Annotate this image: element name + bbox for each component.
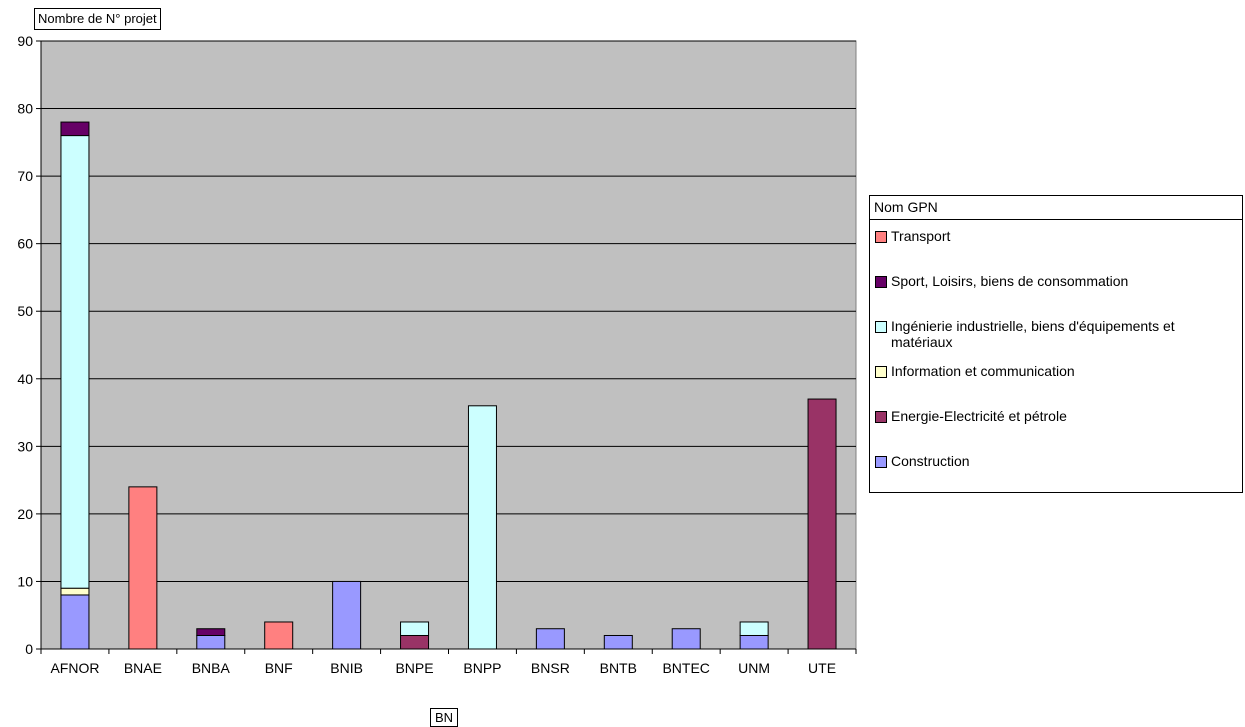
legend-label: Ingénierie industrielle, biens d'équipem… [891, 318, 1175, 350]
bar-segment [739, 634, 769, 650]
bar-segment [400, 621, 430, 636]
bar-segment [807, 398, 837, 650]
legend-title: Nom GPN [874, 199, 938, 215]
legend-swatch [875, 456, 887, 468]
y-tick-label: 0 [25, 641, 33, 657]
bar-segment [400, 634, 430, 650]
y-tick-label: 50 [17, 303, 33, 319]
legend-label: Energie-Electricité et pétrole [891, 408, 1067, 424]
legend-label: Information et communication [891, 363, 1075, 379]
bar-segment [264, 621, 294, 650]
bar-segment [60, 135, 90, 589]
y-tick-label: 90 [17, 33, 33, 49]
legend-swatch [875, 276, 887, 288]
legend-item: Ingénierie industrielle, biens d'équipem… [875, 318, 1235, 350]
x-tick-label: UNM [738, 660, 770, 676]
y-tick-label: 70 [17, 168, 33, 184]
y-tick-label: 20 [17, 506, 33, 522]
x-tick-label: BNF [265, 660, 293, 676]
bar-segment [196, 628, 226, 636]
legend-swatch [875, 321, 887, 333]
x-tick-label: BNTB [600, 660, 637, 676]
legend-label: Transport [891, 228, 951, 244]
x-tick-label: BNPE [395, 660, 433, 676]
y-tick-label: 60 [17, 236, 33, 252]
x-tick-label: BNPP [463, 660, 501, 676]
y-tick-label: 80 [17, 101, 33, 117]
x-tick-label: UTE [808, 660, 836, 676]
x-tick-label: BNBA [192, 660, 231, 676]
x-axis-title: BN [430, 708, 459, 727]
y-tick-label: 30 [17, 438, 33, 454]
plot-area [40, 40, 857, 650]
legend-swatch [875, 366, 887, 378]
legend-label: Sport, Loisirs, biens de consommation [891, 273, 1129, 289]
legend-divider [870, 219, 1242, 220]
y-tick-label: 10 [17, 573, 33, 589]
x-tick-label: BNIB [330, 660, 363, 676]
x-tick-label: BNAE [124, 660, 162, 676]
bar-segment [196, 634, 226, 650]
y-tick-label: 40 [17, 371, 33, 387]
bar-segment [467, 405, 497, 650]
x-tick-label: BNSR [531, 660, 570, 676]
y-axis-title: Nombre de N° projet [34, 8, 161, 30]
legend-swatch [875, 231, 887, 243]
bar-segment [739, 621, 769, 636]
bar-segment [535, 628, 565, 650]
bar-segment [60, 594, 90, 650]
legend-item: Information et communication [875, 363, 1235, 379]
bar-segment [332, 580, 362, 650]
legend-label: Construction [891, 453, 970, 469]
x-tick-label: AFNOR [50, 660, 99, 676]
bar-segment [60, 121, 90, 137]
legend-item: Construction [875, 453, 1235, 469]
legend-item: Energie-Electricité et pétrole [875, 408, 1235, 424]
bar-segment [671, 628, 701, 650]
legend-item: Sport, Loisirs, biens de consommation [875, 273, 1235, 289]
legend-item: Transport [875, 228, 1235, 244]
bar-segment [128, 486, 158, 650]
bar-segment [60, 587, 90, 596]
legend: Nom GPN Transport Sport, Loisirs, biens d… [869, 195, 1243, 493]
bar-segment [603, 634, 633, 650]
x-tick-label: BNTEC [662, 660, 709, 676]
legend-swatch [875, 411, 887, 423]
